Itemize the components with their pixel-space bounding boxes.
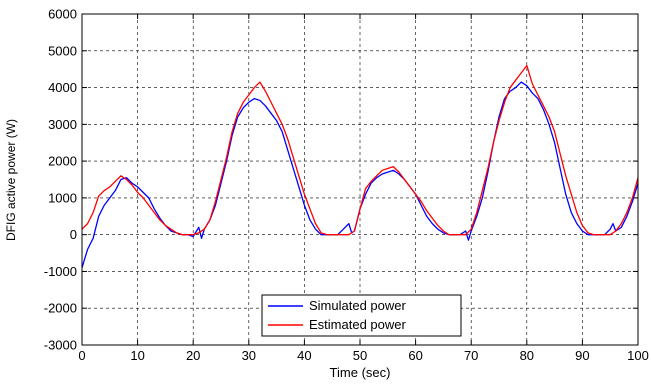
x-tick-label: 50: [353, 348, 367, 363]
legend-box: [261, 294, 462, 337]
y-tick-label: -3000: [44, 338, 77, 353]
y-tick-label: -2000: [44, 301, 77, 316]
y-tick-label: -1000: [44, 264, 77, 279]
y-tick-label: 1000: [48, 190, 77, 205]
x-tick-label: 70: [464, 348, 478, 363]
y-tick-label: 6000: [48, 7, 77, 22]
y-tick-label: 5000: [48, 43, 77, 58]
y-axis-label: DFIG active power (W): [4, 119, 18, 241]
x-tick-label: 100: [627, 348, 649, 363]
legend-label-simulated: Simulated power: [309, 298, 406, 313]
x-tick-label: 80: [520, 348, 534, 363]
y-tick-label: 2000: [48, 154, 77, 169]
x-tick-labels: 0 10 20 30 40 50 60 70 80 90 100: [78, 348, 648, 363]
x-tick-label: 40: [297, 348, 311, 363]
x-tick-label: 90: [575, 348, 589, 363]
series-lines: [81, 64, 639, 268]
plot-frame: [81, 13, 639, 346]
x-tick-label: 10: [130, 348, 144, 363]
y-tick-label: 0: [70, 227, 77, 242]
y-tick-labels: -3000 -2000 -1000 0 1000 2000 3000 4000 5000 6000: [44, 7, 77, 353]
x-tick-label: 0: [78, 348, 85, 363]
x-axis-label: Time (sec): [330, 365, 391, 380]
legend-label-estimated: Estimated power: [309, 317, 406, 332]
estimated-power-line: [81, 64, 639, 236]
x-tick-label: 60: [408, 348, 422, 363]
y-tick-label: 3000: [48, 117, 77, 132]
x-tick-label: 20: [186, 348, 200, 363]
x-tick-label: 30: [242, 348, 256, 363]
legend: Simulated power Estimated power: [261, 294, 462, 337]
y-tick-label: 4000: [48, 80, 77, 95]
